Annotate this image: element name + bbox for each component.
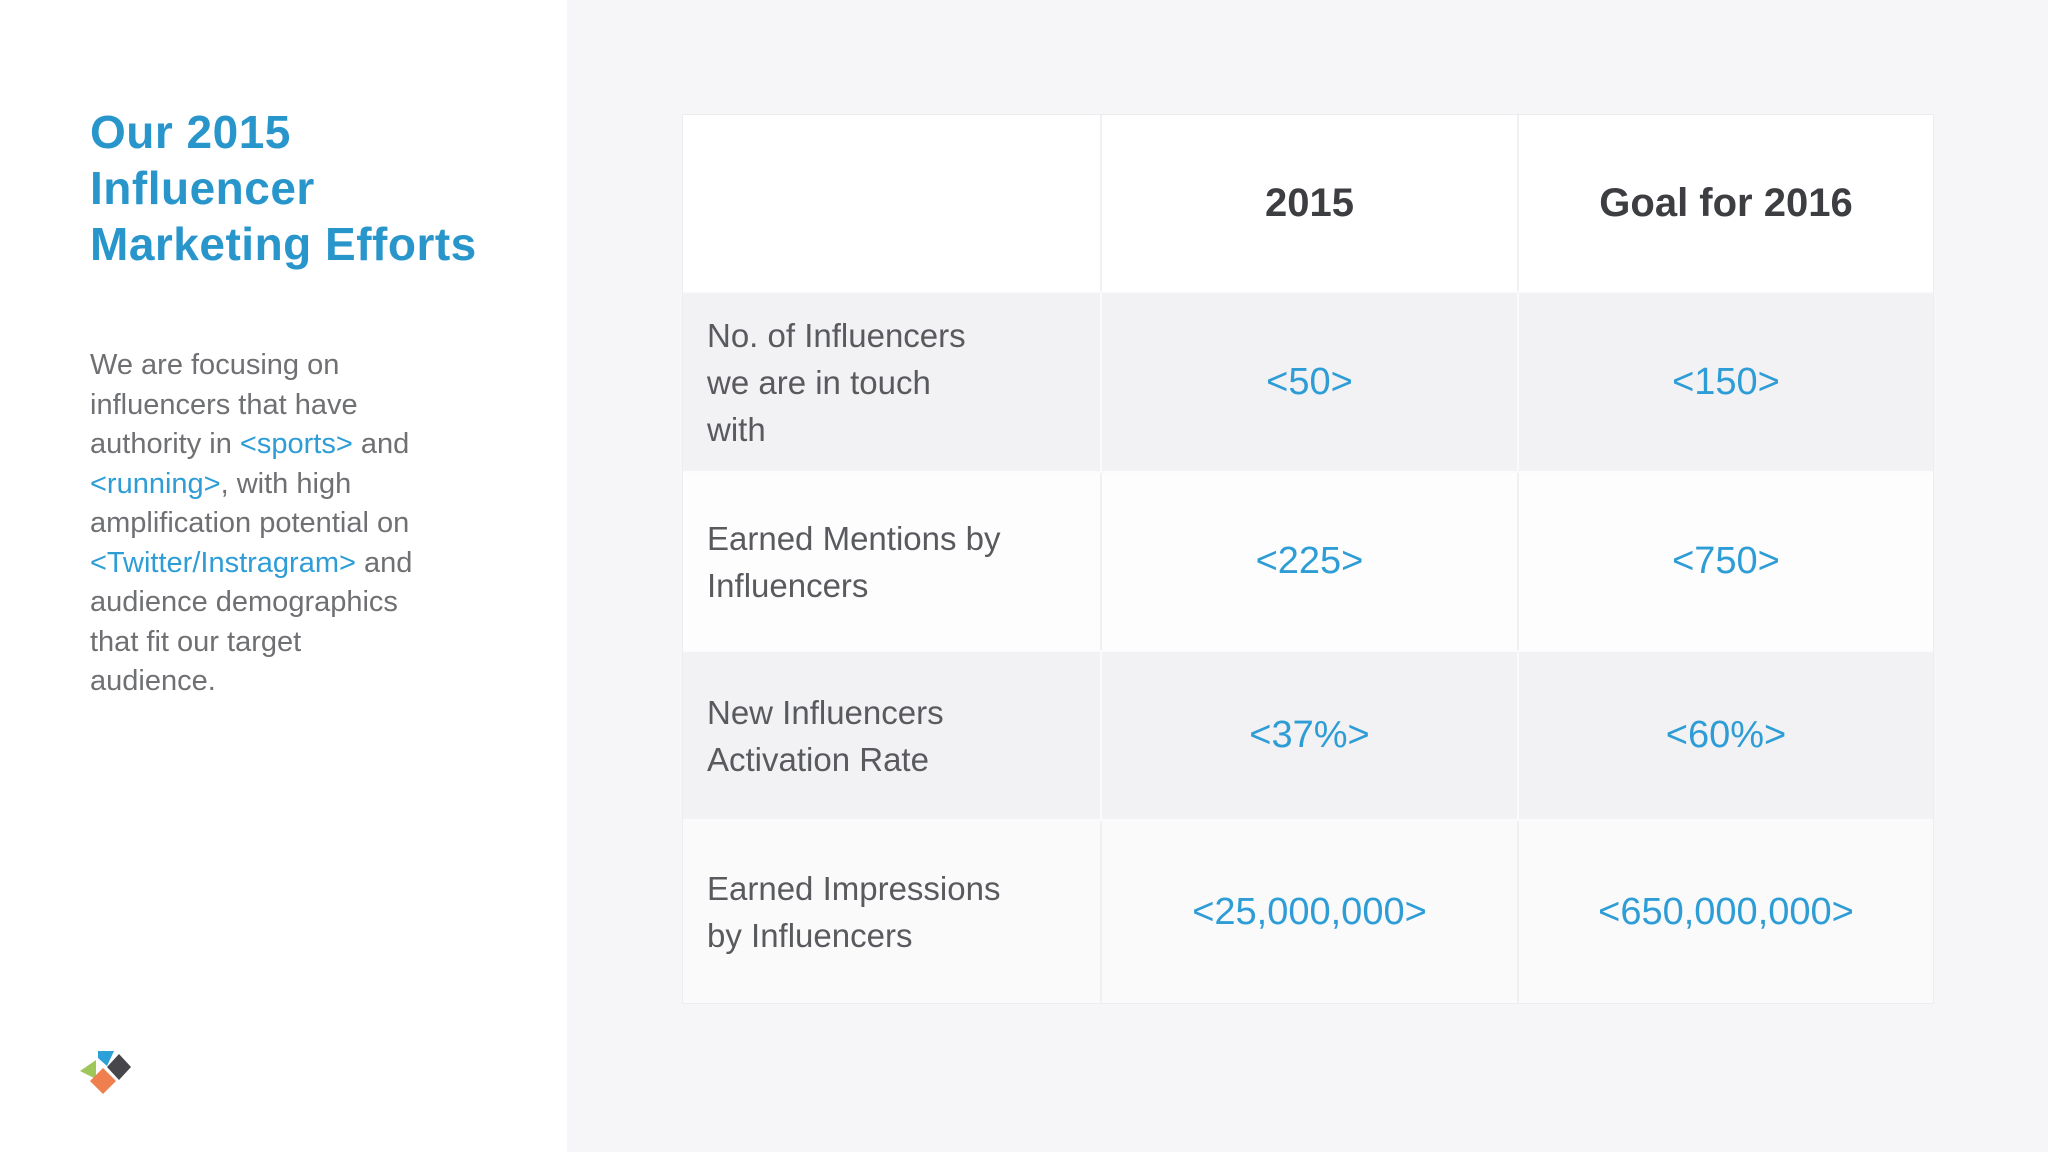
intro-line: that fit our target (90, 623, 520, 663)
metric-value-2015: <25,000,000> (1102, 821, 1519, 1003)
metric-value-2015: <225> (1102, 473, 1519, 650)
intro-text: , with high (220, 467, 352, 500)
logo-green-facet (80, 1060, 96, 1079)
metric-label: Earned Mentions by Influencers (683, 473, 1102, 650)
metric-value-2015: <37%> (1102, 650, 1519, 821)
intro-paragraph: We are focusing on influencers that have… (90, 346, 520, 702)
intro-text: and (352, 428, 410, 460)
intro-line: We are focusing on (90, 346, 520, 386)
intro-text: We are focusing on (90, 349, 340, 381)
left-panel: Our 2015 Influencer Marketing Efforts We… (0, 0, 567, 1152)
intro-text: that fit our target (90, 625, 302, 658)
slide-stage: 2015 Goal for 2016 No. of Influencers we… (567, 0, 2048, 1152)
intro-line: authority in <sports> and (90, 425, 520, 465)
column-header-goal-2016: Goal for 2016 (1519, 115, 1933, 291)
intro-line: amplification potential on (90, 504, 520, 544)
intro-line: audience. (90, 662, 520, 702)
placeholder-token: <sports> (239, 428, 353, 460)
logo-svg (80, 1051, 131, 1094)
intro-text: authority in (90, 428, 240, 460)
intro-text: and (355, 546, 413, 579)
metric-value-2015: <50> (1102, 291, 1519, 473)
intro-text: amplification potential on (90, 507, 410, 539)
intro-text: audience demographics (90, 586, 398, 618)
brand-diamond-logo-icon (76, 1048, 136, 1104)
intro-line: <Twitter/Instragram> and (90, 544, 520, 584)
logo-orange-facet (90, 1068, 116, 1094)
metric-value-goal: <650,000,000> (1519, 821, 1933, 1003)
metrics-table: 2015 Goal for 2016 No. of Influencers we… (682, 114, 1934, 1004)
placeholder-token: <running> (90, 467, 221, 500)
metric-label: Earned Impressions by Influencers (683, 821, 1102, 1003)
placeholder-token: <Twitter/Instragram> (90, 546, 356, 579)
intro-line: influencers that have (90, 386, 520, 426)
intro-text: audience. (90, 665, 216, 697)
intro-text: influencers that have (90, 388, 358, 421)
logo-dark-facet (107, 1054, 131, 1080)
intro-line: audience demographics (90, 583, 520, 623)
metric-label: New Influencers Activation Rate (683, 650, 1102, 821)
intro-line: <running>, with high (90, 465, 520, 505)
column-header-2015: 2015 (1102, 115, 1519, 291)
table-corner-cell (683, 115, 1102, 291)
metric-value-goal: <750> (1519, 473, 1933, 650)
logo-blue-facet (98, 1051, 114, 1066)
metric-label: No. of Influencers we are in touch with (683, 291, 1102, 473)
metric-value-goal: <150> (1519, 291, 1933, 473)
metric-value-goal: <60%> (1519, 650, 1933, 821)
slide-title: Our 2015 Influencer Marketing Efforts (90, 106, 477, 270)
